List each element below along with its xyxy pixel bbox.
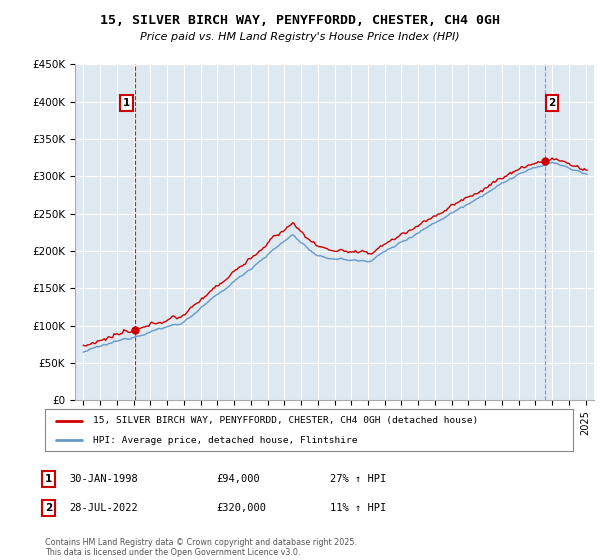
- Text: 30-JAN-1998: 30-JAN-1998: [69, 474, 138, 484]
- Text: Price paid vs. HM Land Registry's House Price Index (HPI): Price paid vs. HM Land Registry's House …: [140, 32, 460, 43]
- Text: 15, SILVER BIRCH WAY, PENYFFORDD, CHESTER, CH4 0GH (detached house): 15, SILVER BIRCH WAY, PENYFFORDD, CHESTE…: [92, 416, 478, 425]
- Text: 2: 2: [45, 503, 52, 513]
- Text: 27% ↑ HPI: 27% ↑ HPI: [330, 474, 386, 484]
- Text: 2: 2: [548, 98, 556, 108]
- Text: HPI: Average price, detached house, Flintshire: HPI: Average price, detached house, Flin…: [92, 436, 357, 445]
- Text: 1: 1: [122, 98, 130, 108]
- Text: Contains HM Land Registry data © Crown copyright and database right 2025.
This d: Contains HM Land Registry data © Crown c…: [45, 538, 357, 557]
- Text: 28-JUL-2022: 28-JUL-2022: [69, 503, 138, 513]
- Text: 1: 1: [45, 474, 52, 484]
- Text: £320,000: £320,000: [216, 503, 266, 513]
- Text: 15, SILVER BIRCH WAY, PENYFFORDD, CHESTER, CH4 0GH: 15, SILVER BIRCH WAY, PENYFFORDD, CHESTE…: [100, 14, 500, 27]
- Text: 11% ↑ HPI: 11% ↑ HPI: [330, 503, 386, 513]
- Text: £94,000: £94,000: [216, 474, 260, 484]
